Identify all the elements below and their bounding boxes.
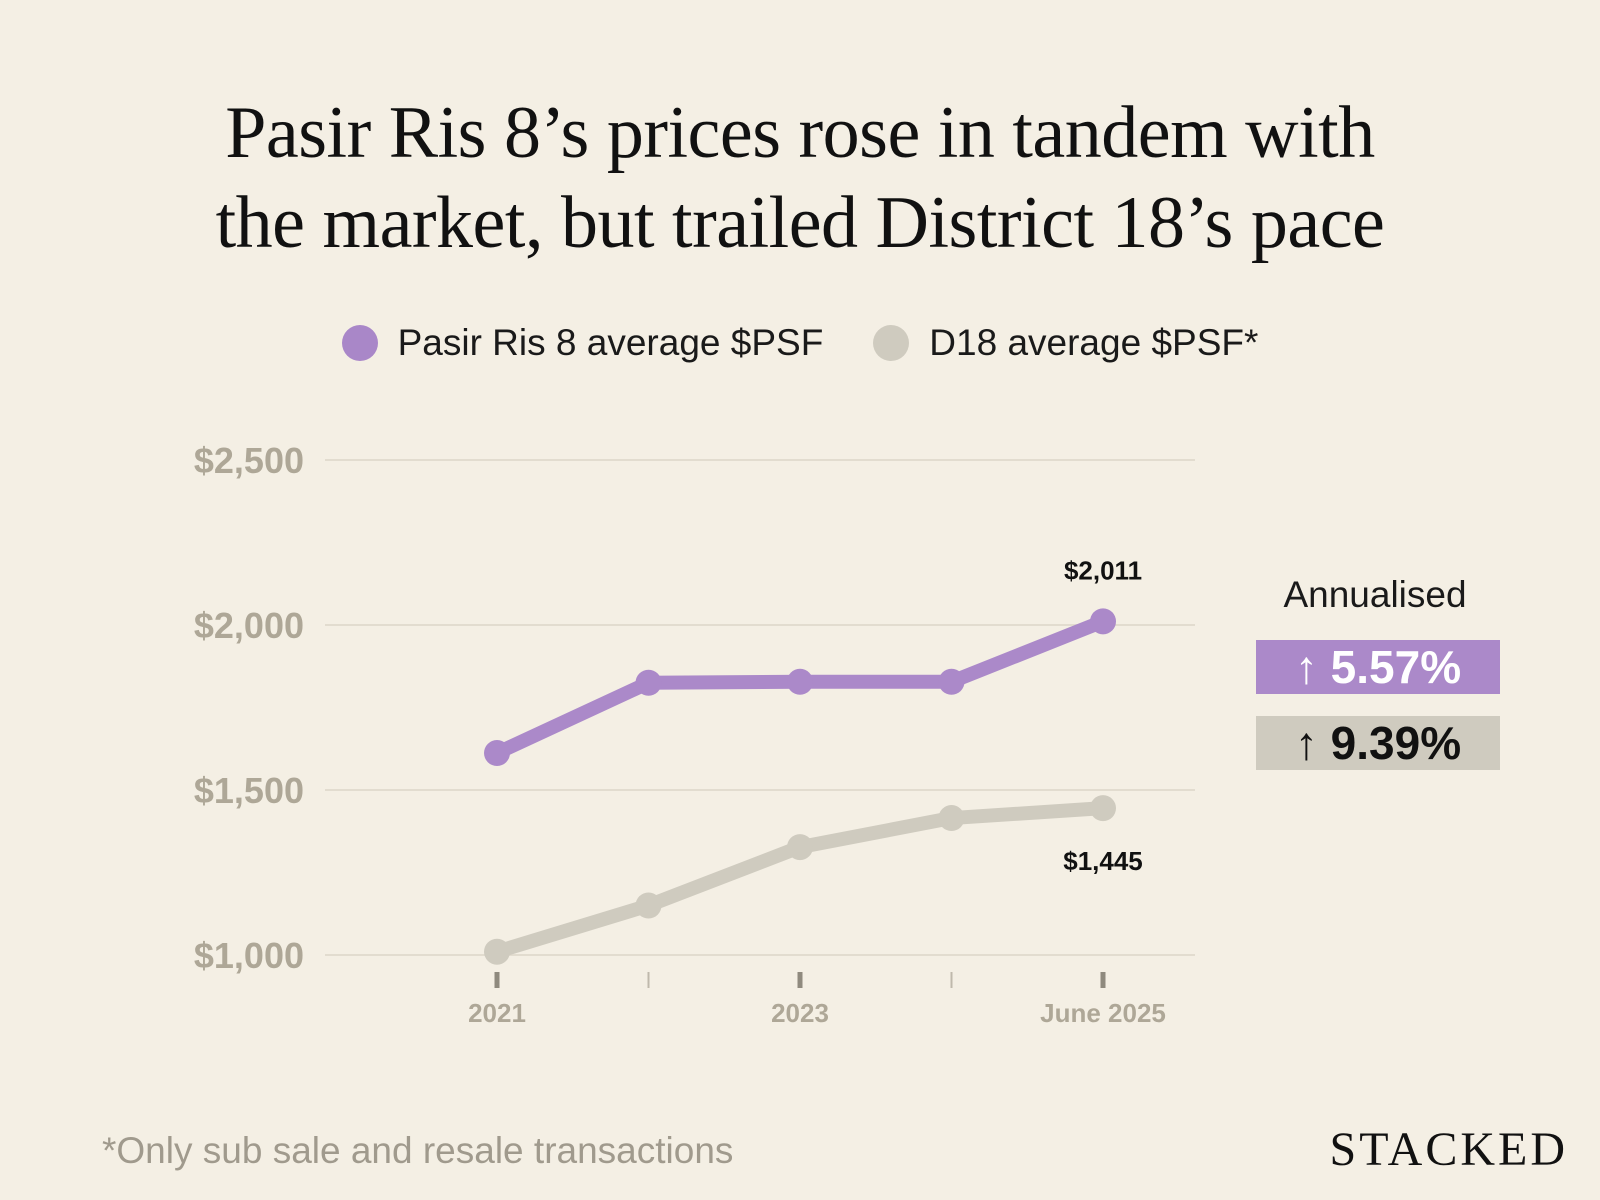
legend-label-pasir-ris-8: Pasir Ris 8 average $PSF	[397, 322, 824, 363]
data-point	[484, 740, 510, 767]
legend-swatch-d18	[873, 325, 910, 361]
data-label: $2,011	[1064, 555, 1142, 585]
data-point	[635, 892, 662, 919]
annualised-badge-pasir-ris-8: ↑ 5.57%	[1256, 640, 1500, 694]
data-point	[787, 668, 813, 695]
title-line-2: the market, but trailed District 18’s pa…	[215, 182, 1385, 264]
legend-item-d18: D18 average $PSF*	[873, 322, 1258, 364]
x-tick-label: June 2025	[1040, 998, 1166, 1028]
y-tick-label: $1,500	[194, 770, 304, 811]
title-line-1: Pasir Ris 8’s prices rose in tandem with	[225, 92, 1375, 174]
legend-swatch-pasir-ris-8	[341, 325, 378, 361]
x-tick-label: 2023	[771, 998, 829, 1028]
data-point	[484, 938, 510, 965]
data-label: $1,445	[1063, 846, 1143, 876]
data-point	[1090, 795, 1116, 822]
y-tick-label: $2,000	[194, 605, 304, 646]
legend: Pasir Ris 8 average $PSF D18 average $PS…	[0, 322, 1600, 364]
y-tick-label: $1,000	[194, 935, 304, 976]
x-tick-label: 2021	[468, 998, 526, 1028]
legend-item-pasir-ris-8: Pasir Ris 8 average $PSF	[341, 322, 824, 364]
data-point	[635, 669, 662, 696]
chart-title: Pasir Ris 8’s prices rose in tandem with…	[0, 88, 1600, 268]
y-tick-label: $2,500	[194, 440, 304, 481]
data-point	[938, 805, 965, 832]
brand-logo: STACKED	[1329, 1123, 1568, 1176]
data-point	[1090, 608, 1116, 635]
annualised-badge-d18: ↑ 9.39%	[1256, 716, 1500, 770]
legend-label-d18: D18 average $PSF*	[929, 322, 1259, 363]
data-point	[787, 834, 813, 861]
data-point	[938, 668, 965, 695]
annualised-label: Annualised	[1283, 574, 1467, 615]
footnote: *Only sub sale and resale transactions	[102, 1130, 734, 1171]
series-line-d18	[490, 801, 1110, 959]
